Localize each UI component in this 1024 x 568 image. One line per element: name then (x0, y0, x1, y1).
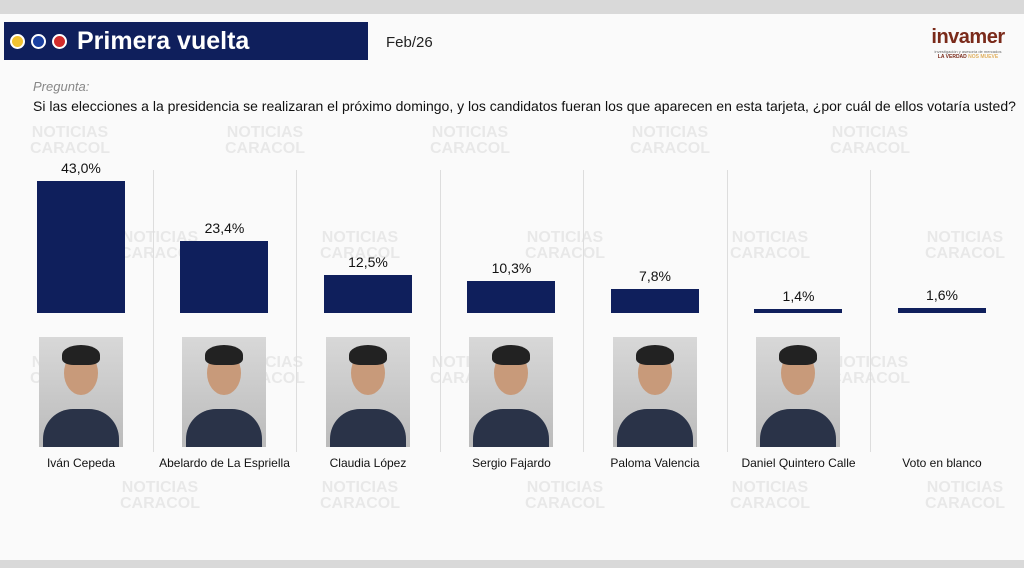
category-label: Abelardo de La Espriella (159, 456, 290, 470)
page-title: Primera vuelta (77, 26, 250, 55)
bar (467, 281, 556, 313)
bar (610, 289, 699, 313)
bar (323, 274, 412, 313)
candidate-photo (38, 337, 123, 447)
invamer-logo: invamer investigación y asesoría de merc… (931, 26, 1005, 60)
question-label: Pregunta: (33, 79, 90, 94)
candidate-photo (182, 337, 267, 447)
category-label: Voto en blanco (902, 456, 982, 470)
data-label: 1,4% (782, 287, 815, 304)
candidate-photo (756, 337, 841, 447)
title-banner: Primera vuelta (4, 22, 368, 60)
bar (36, 181, 125, 313)
column-divider (439, 170, 441, 452)
data-label: 7,8% (639, 268, 671, 285)
candidate-photo (469, 337, 554, 447)
data-label: 10,3% (491, 260, 532, 277)
blue-dot-icon (31, 33, 46, 49)
candidate-photo (612, 337, 697, 447)
category-label: Sergio Fajardo (472, 456, 551, 470)
column-divider (296, 170, 297, 452)
category-label: Paloma Valencia (610, 456, 700, 470)
red-dot-icon (52, 33, 67, 49)
category-label: Claudia López (329, 456, 407, 470)
top-band (0, 0, 1024, 14)
column-divider (870, 170, 871, 452)
question-text: Si las elecciones a la presidencia se re… (33, 98, 1016, 114)
bar (897, 308, 986, 313)
bar (754, 308, 843, 313)
data-label: 1,6% (926, 287, 958, 304)
column-divider (152, 170, 154, 452)
yellow-dot-icon (10, 33, 25, 49)
data-label: 12,5% (348, 253, 388, 270)
candidate-photo (325, 337, 410, 447)
column-divider (583, 170, 584, 452)
column-divider (726, 170, 728, 452)
bottom-band (0, 560, 1024, 568)
category-label: Daniel Quintero Calle (741, 456, 856, 470)
data-label: 23,4% (204, 220, 245, 237)
category-label: Iván Cepeda (46, 456, 116, 470)
bar (180, 241, 269, 313)
survey-date: Feb/26 (386, 34, 433, 51)
data-label: 43,0% (61, 160, 101, 176)
